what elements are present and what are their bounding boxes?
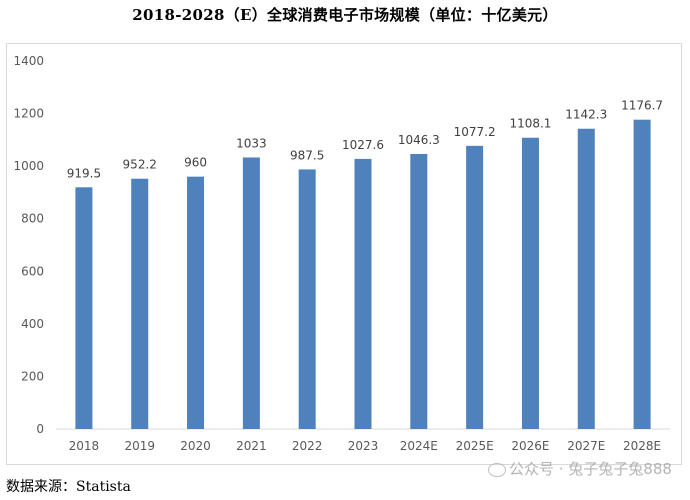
y-tick-label: 600	[21, 264, 44, 278]
x-tick-label: 2028E	[623, 439, 661, 453]
data-label: 1046.3	[398, 133, 440, 147]
watermark: 公众号 · 兔子兔子兔888	[488, 458, 672, 479]
bar	[633, 119, 651, 430]
y-tick-label: 200	[21, 369, 44, 383]
watermark-text: 公众号 · 兔子兔子兔888	[509, 460, 672, 478]
data-label: 1077.2	[454, 125, 496, 139]
bar	[75, 187, 93, 429]
y-tick-label: 1000	[13, 159, 44, 173]
y-tick-label: 1200	[13, 107, 44, 121]
data-label: 960	[184, 156, 207, 170]
y-tick-label: 800	[21, 212, 44, 226]
x-tick-label: 2024E	[400, 439, 438, 453]
data-source-note: 数据来源：Statista	[6, 479, 131, 495]
data-label: 987.5	[290, 148, 324, 162]
data-label: 1108.1	[509, 117, 551, 131]
y-tick-label: 0	[36, 422, 44, 436]
x-tick-label: 2025E	[456, 439, 494, 453]
bar	[298, 169, 316, 429]
data-label: 952.2	[123, 158, 157, 172]
data-label: 1033	[236, 136, 267, 150]
data-label: 1027.6	[342, 138, 384, 152]
chart-title: 2018-2028（E）全球消费电子市场规模（单位：十亿美元）	[132, 6, 558, 24]
x-tick-label: 2026E	[511, 439, 549, 453]
y-tick-label: 1400	[13, 54, 44, 68]
x-tick-label: 2018	[69, 439, 100, 453]
chart-frame	[6, 43, 682, 465]
bar	[131, 178, 149, 429]
bar	[521, 137, 539, 429]
data-label: 1176.7	[621, 99, 663, 113]
x-tick-label: 2023	[348, 439, 379, 453]
bar	[410, 153, 428, 429]
x-tick-label: 2019	[124, 439, 155, 453]
wechat-icon	[488, 462, 506, 477]
bar	[354, 158, 372, 429]
x-tick-label: 2020	[180, 439, 211, 453]
bar	[466, 145, 484, 429]
x-tick-label: 2027E	[567, 439, 605, 453]
x-tick-label: 2022	[292, 439, 323, 453]
y-tick-label: 400	[21, 317, 44, 331]
data-label: 919.5	[67, 166, 101, 180]
bar	[187, 176, 205, 429]
bar	[577, 128, 595, 429]
bar	[242, 157, 260, 429]
x-tick-label: 2021	[236, 439, 267, 453]
data-label: 1142.3	[565, 108, 607, 122]
